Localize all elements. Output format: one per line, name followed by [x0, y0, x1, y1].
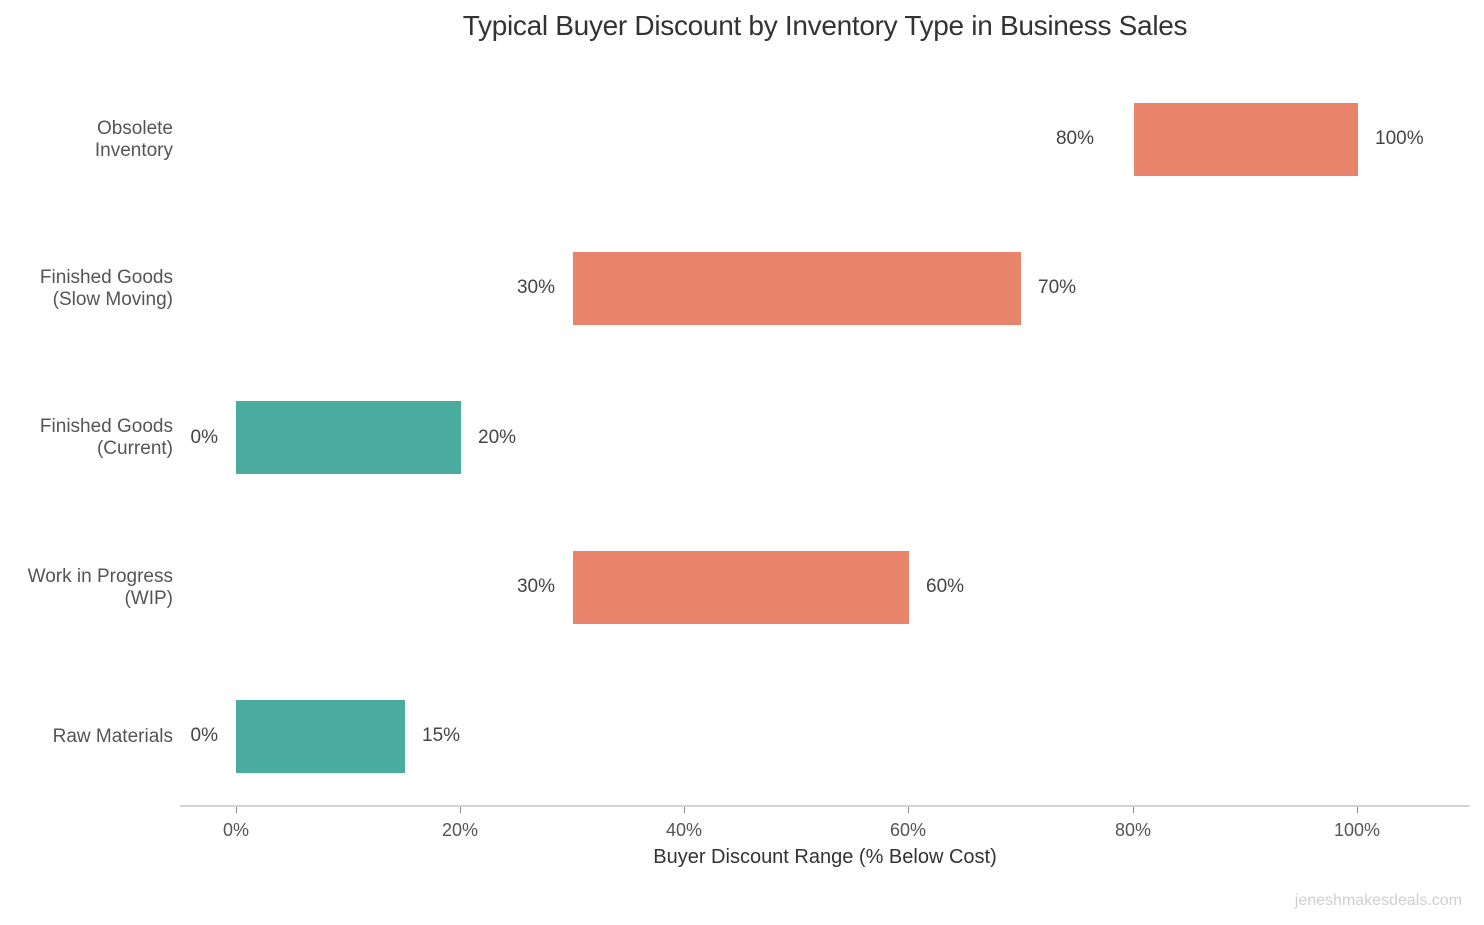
range-bar [573, 551, 909, 624]
chart-title: Typical Buyer Discount by Inventory Type… [462, 10, 1188, 41]
high-value-label: 60% [926, 576, 965, 597]
range-bar [573, 252, 1021, 325]
x-tick-label: 60% [889, 820, 927, 840]
x-tick [908, 807, 909, 813]
low-value-label: 0% [190, 725, 218, 746]
category-label: Raw Materials [52, 726, 173, 747]
x-tick [1133, 807, 1134, 813]
x-tick [684, 807, 685, 813]
x-tick [460, 807, 461, 813]
range-bar [236, 700, 405, 773]
high-value-label: 15% [422, 725, 461, 746]
high-value-label: 70% [1038, 277, 1077, 298]
x-tick-label: 40% [665, 820, 703, 840]
low-value-label: 30% [516, 576, 555, 597]
range-bar [1134, 103, 1358, 176]
category-label: Obsolete Inventory [94, 118, 173, 161]
category-label: Finished Goods (Current) [39, 416, 173, 459]
low-value-label: 30% [516, 277, 555, 298]
x-axis-title: Buyer Discount Range (% Below Cost) [653, 846, 997, 868]
x-tick-label: 80% [1114, 820, 1152, 840]
x-tick [1357, 807, 1358, 813]
x-tick-label: 20% [441, 820, 479, 840]
watermark: jeneshmakesdeals.com [1294, 892, 1462, 909]
high-value-label: 20% [478, 427, 517, 448]
high-value-label: 100% [1375, 128, 1424, 149]
x-tick [236, 807, 237, 813]
x-tick-label: 0% [222, 820, 249, 840]
range-bar [236, 401, 461, 474]
x-axis-line [180, 805, 1470, 807]
x-tick-label: 100% [1333, 820, 1381, 840]
low-value-label: 0% [190, 427, 218, 448]
low-value-label: 80% [1055, 128, 1094, 149]
category-label: Finished Goods (Slow Moving) [39, 267, 173, 310]
category-label: Work in Progress (WIP) [27, 566, 173, 609]
